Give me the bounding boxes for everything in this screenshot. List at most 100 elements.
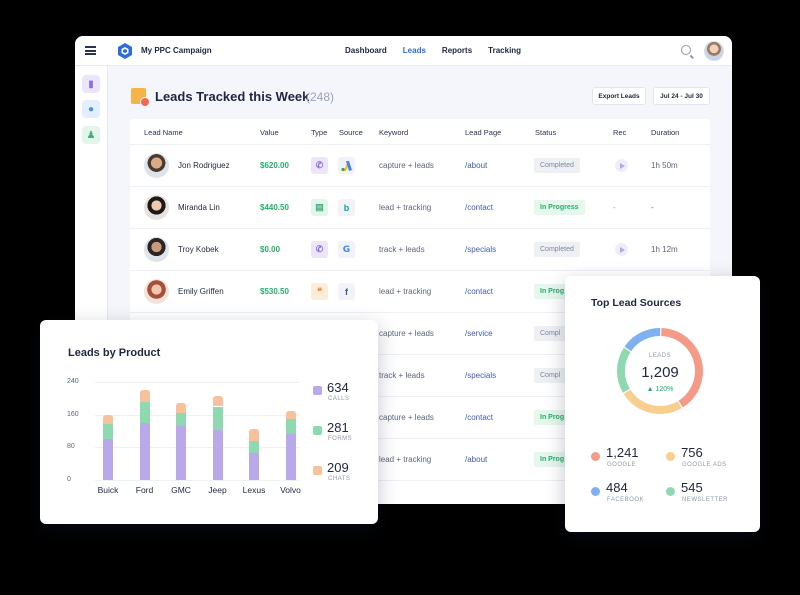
bar-forms-gmc[interactable] [176, 413, 186, 427]
gridline [95, 382, 300, 383]
nav-tracking[interactable]: Tracking [488, 46, 522, 55]
gridline [95, 447, 300, 449]
chat-icon: ❝ [311, 283, 328, 300]
lead-page-link[interactable]: /service [465, 329, 493, 338]
user-avatar[interactable] [704, 41, 724, 61]
col-duration[interactable]: Duration [651, 128, 680, 137]
bar-chats-jeep[interactable] [212, 396, 223, 407]
sidebar-users-icon[interactable]: ● [82, 100, 100, 118]
donut-center-value: 1,209 [641, 364, 679, 381]
leads-count: (248) [306, 90, 335, 104]
lead-page-link[interactable]: /contact [465, 287, 494, 296]
lead-avatar [144, 279, 169, 304]
leads-by-product-card: Leads by Product 634 CALLS 281 FORMS 209… [40, 320, 378, 524]
col-keyword[interactable]: Keyword [379, 128, 409, 137]
donut-slice-google-ads[interactable] [623, 389, 682, 414]
legend-value-chats: 209 [327, 460, 349, 475]
bar-forms-volvo[interactable] [285, 418, 296, 435]
top-lead-sources-card: Top Lead Sources LEADS 1,209 ▲ 120% 1,24… [565, 276, 760, 532]
lead-page-link[interactable]: /specials [465, 245, 497, 254]
table-row[interactable]: capture + leads /service Compl [130, 313, 710, 355]
col-value[interactable]: Value [260, 128, 279, 137]
bar-chats-volvo[interactable] [285, 410, 296, 419]
lead-page-link[interactable]: /specials [465, 371, 497, 380]
play-recording-icon[interactable] [615, 243, 628, 256]
source-swatch-google-ads [666, 452, 675, 461]
lead-avatar [144, 153, 169, 178]
nav-leads[interactable]: Leads [402, 46, 426, 55]
donut-slice-google[interactable] [661, 328, 703, 408]
table-row[interactable]: Emily Griffen $530.50 ❝ f lead + trackin… [130, 271, 710, 313]
source-swatch-facebook [591, 487, 600, 496]
table-row[interactable]: track + leads /specials Compl [130, 355, 710, 397]
gridline [95, 414, 300, 416]
nav-dashboard[interactable]: Dashboard [345, 46, 387, 55]
status-badge: In Prog [534, 452, 571, 467]
sidebar-user-icon[interactable]: ♟ [82, 126, 100, 144]
search-icon[interactable] [681, 45, 691, 55]
lead-avatar [144, 237, 169, 262]
lead-page-link[interactable]: /about [465, 161, 488, 170]
source-value-facebook: 484 [606, 480, 628, 495]
donut-slice-newsletter[interactable] [617, 347, 631, 393]
bar-calls-jeep[interactable] [212, 430, 223, 480]
lead-name[interactable]: Troy Kobek [178, 245, 219, 254]
lead-keyword: lead + tracking [379, 287, 432, 296]
lead-name[interactable]: Jon Rodriguez [178, 161, 230, 170]
table-row[interactable]: lead + tracking /about In Prog [130, 439, 710, 481]
bar-forms-ford[interactable] [139, 402, 150, 423]
lead-keyword: lead + tracking [379, 455, 432, 464]
phone-call-icon: ✆ [311, 157, 328, 174]
bar-chats-gmc[interactable] [176, 402, 186, 414]
bar-chats-buick[interactable] [103, 414, 113, 424]
lead-name[interactable]: Emily Griffen [178, 287, 224, 296]
bar-calls-lexus[interactable] [249, 453, 259, 480]
bar-calls-buick[interactable] [103, 439, 113, 480]
nav-reports[interactable]: Reports [441, 46, 473, 55]
bar-calls-volvo[interactable] [285, 434, 296, 480]
table-row[interactable]: Jon Rodriguez $620.00 ✆ capture + leads … [130, 145, 710, 187]
sidebar-buildings-icon[interactable]: ▮ [82, 75, 100, 93]
card-title: Top Lead Sources [591, 297, 682, 309]
bar-calls-ford[interactable] [139, 422, 150, 480]
lead-page-link[interactable]: /about [465, 455, 488, 464]
play-recording-icon[interactable] [615, 159, 628, 172]
bar-forms-lexus[interactable] [249, 441, 259, 454]
legend-swatch-chats [313, 466, 322, 475]
top-bar: My PPC Campaign Dashboard Leads Reports … [75, 36, 732, 66]
phone-call-icon: ✆ [311, 241, 328, 258]
lead-page-link[interactable]: /contact [465, 203, 494, 212]
col-status[interactable]: Status [535, 128, 557, 137]
status-badge: Compl [534, 368, 567, 383]
lead-duration: 1h 50m [651, 161, 678, 170]
lead-page-link[interactable]: /contact [465, 413, 494, 422]
hamburger-menu-icon[interactable] [85, 46, 96, 55]
bar-calls-gmc[interactable] [176, 426, 186, 480]
date-range-button[interactable]: Jul 24 - Jul 30 [653, 87, 710, 105]
x-tick-label: GMC [171, 485, 191, 495]
bar-forms-jeep[interactable] [212, 406, 223, 431]
lead-name[interactable]: Miranda Lin [178, 203, 220, 212]
y-tick-label: 80 [67, 443, 75, 451]
status-badge: Compl [534, 326, 567, 341]
export-leads-button[interactable]: Export Leads [592, 87, 646, 105]
bar-forms-buick[interactable] [103, 423, 113, 440]
donut-chart [617, 328, 703, 414]
lead-value: $0.00 [260, 245, 281, 254]
x-tick-label: Ford [135, 485, 154, 495]
source-label-google: GOOGLE [607, 462, 637, 468]
x-tick-label: Jeep [208, 485, 227, 495]
col-lead-name[interactable]: Lead Name [144, 128, 183, 137]
col-type[interactable]: Type [311, 128, 328, 137]
bar-chats-ford[interactable] [139, 390, 150, 403]
source-value-google-ads: 756 [681, 445, 703, 460]
table-row[interactable]: capture + leads /contact In Prog [130, 397, 710, 439]
col-source[interactable]: Source [339, 128, 363, 137]
bar-chats-lexus[interactable] [249, 428, 259, 442]
table-row[interactable]: Troy Kobek $0.00 ✆ G track + leads /spec… [130, 229, 710, 271]
lead-keyword: capture + leads [379, 413, 434, 422]
col-rec[interactable]: Rec [613, 128, 627, 137]
table-row[interactable]: Miranda Lin $440.50 ▤ b lead + tracking … [130, 187, 710, 229]
col-lead-page[interactable]: Lead Page [465, 128, 502, 137]
donut-slice-facebook[interactable] [624, 328, 661, 352]
